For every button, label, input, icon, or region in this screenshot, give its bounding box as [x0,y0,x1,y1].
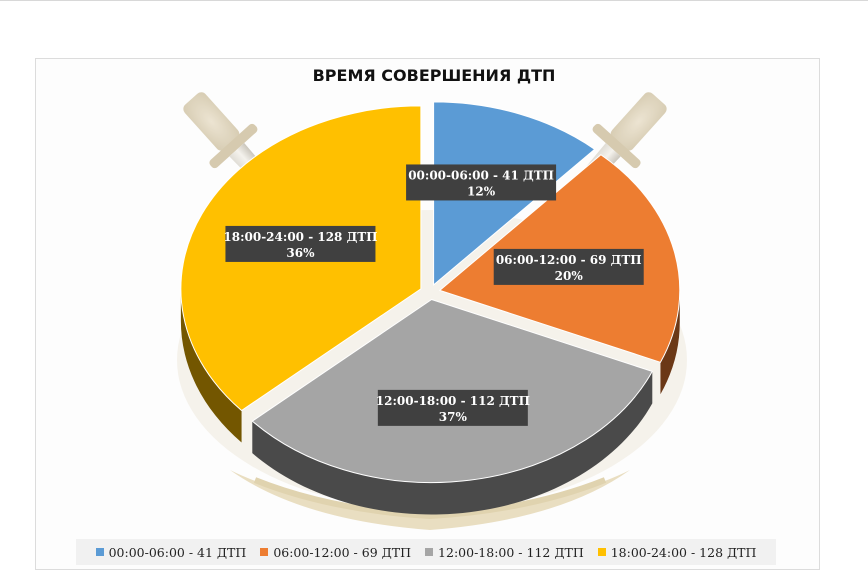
chart-title: ВРЕМЯ СОВЕРШЕНИЯ ДТП [312,66,556,85]
data-label-percent: 37% [439,410,468,424]
legend-label: 00:00-06:00 - 41 ДТП [108,544,247,560]
legend-label: 18:00-24:00 - 128 ДТП [610,544,757,560]
data-label-category: 06:00-12:00 - 69 ДТП [496,253,642,267]
legend-swatch [95,548,104,556]
pie-slice-side [252,371,653,515]
legend-label: 12:00-18:00 - 112 ДТП [438,544,584,560]
data-label-box [493,248,644,285]
data-label: 06:00-12:00 - 69 ДТП 20% [493,248,644,285]
data-label: 12:00-18:00 - 112 ДТП 37% [376,389,530,426]
legend: 00:00-06:00 - 41 ДТП 06:00-12:00 - 69 ДТ… [76,539,776,565]
legend-item: 18:00-24:00 - 128 ДТП [597,544,757,560]
legend-swatch [260,548,269,556]
legend-item: 12:00-18:00 - 112 ДТП [425,545,584,560]
data-label-percent: 36% [286,246,315,260]
data-label: 00:00-06:00 - 41 ДТП 12% [406,164,557,201]
data-label-category: 12:00-18:00 - 112 ДТП [376,394,530,408]
data-label-category: 18:00-24:00 - 128 ДТП [223,230,377,244]
data-label-percent: 12% [467,184,496,198]
top-divider [0,0,868,1]
pie-labels: 00:00-06:00 - 41 ДТП 12% 06:00-12:00 - 69 … [223,164,644,426]
data-label: 18:00-24:00 - 128 ДТП 36% [223,225,378,262]
data-label-category: 00:00-06:00 - 41 ДТП [408,168,554,182]
legend-label: 06:00-12:00 - 69 ДТП [273,544,412,560]
legend-item: 06:00-12:00 - 69 ДТП [260,545,411,560]
legend-item: 00:00-06:00 - 41 ДТП [95,544,247,560]
data-label-percent: 20% [555,269,584,283]
legend-swatch [425,548,434,556]
data-label-box [406,164,557,201]
legend-swatch [597,548,606,556]
pie-slice-side [180,288,242,443]
data-label-box [225,225,376,262]
data-label-box [377,389,528,426]
